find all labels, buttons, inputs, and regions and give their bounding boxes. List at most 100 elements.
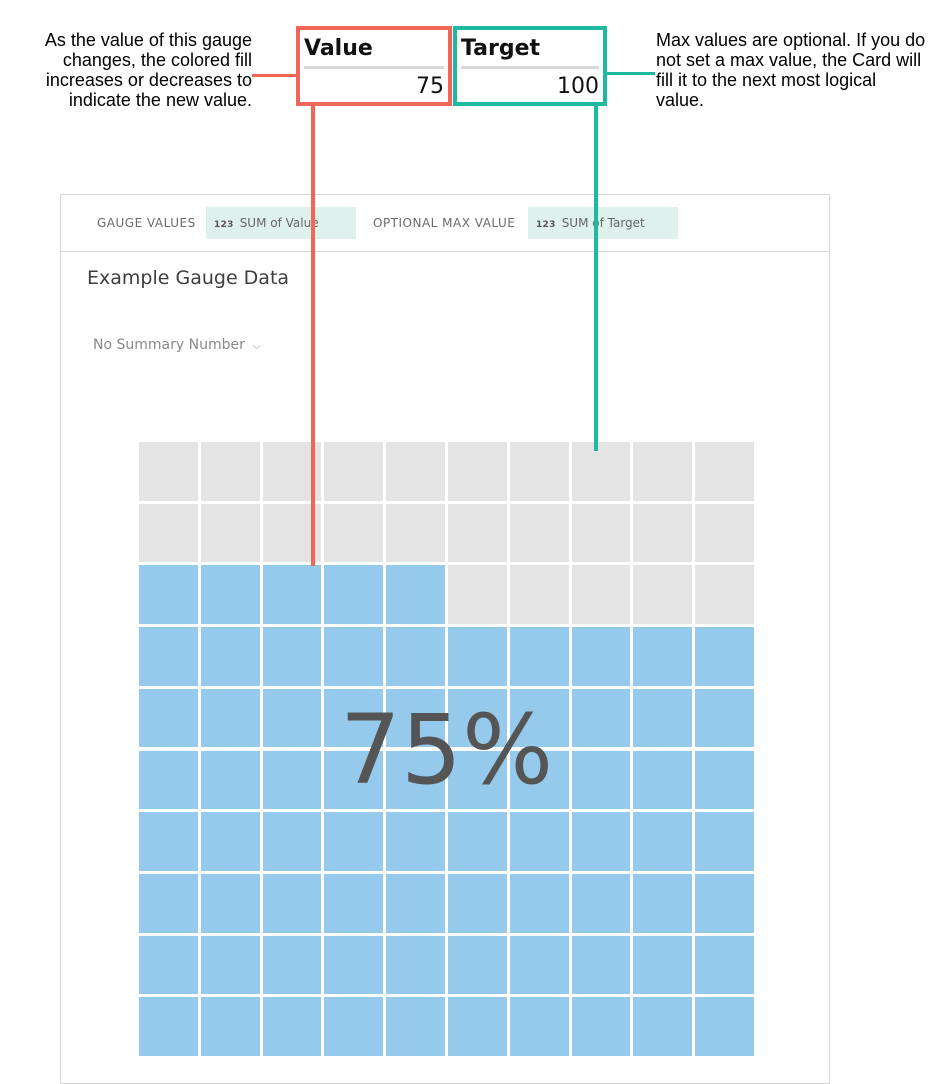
gauge-cell [509,503,569,563]
gauge-cell [509,565,569,625]
summary-number-dropdown[interactable]: No Summary Number ⌵ [93,337,260,353]
gauge-cell [571,627,631,686]
gauge-cell [386,565,445,625]
gauge-cell [139,627,198,686]
gauge-cell [324,565,384,625]
target-field-header: Target [461,36,541,61]
gauge-cell [633,503,693,563]
max-annotation-note: Max values are optional. If you do not s… [656,30,926,110]
gauge-values-pill[interactable]: 123 SUM of Value [206,207,356,239]
max-value-pill[interactable]: 123 SUM of Target [528,207,678,239]
gauge-cell [448,503,507,563]
gauge-cell [571,442,631,501]
gauge-cell [509,935,569,995]
gauge-cell [633,750,693,810]
gauge-cell [386,503,445,563]
gauge-cell [509,688,569,748]
value-field-value: 75 [416,74,444,99]
gauge-cell [695,812,754,871]
gauge-cell [324,442,384,501]
numeric-type-icon: 123 [536,220,556,230]
gauge-cell [695,997,754,1056]
max-value-pill-text: SUM of Target [561,216,645,230]
gauge-cell [633,627,693,686]
gauge-cell [262,688,322,748]
gauge-cell [139,688,198,748]
gauge-cell [324,997,384,1056]
gauge-cell [262,750,322,810]
gauge-cell [200,565,260,625]
gauge-cell [695,750,754,810]
value-connector-vertical [311,106,315,566]
gauge-cell [633,565,693,625]
gauge-cell [139,997,198,1056]
gauge-cell [139,812,198,871]
gauge-cell [448,935,507,995]
target-field-value: 100 [557,74,599,99]
gauge-cell [386,688,445,748]
gauge-cell [571,565,631,625]
gauge-cell [200,442,260,501]
gauge-cell [262,997,322,1056]
gauge-cell [695,442,754,501]
gauge-cell [509,873,569,933]
gauge-cell [200,503,260,563]
gauge-cell [571,503,631,563]
gauge-cell [139,565,198,625]
gauge-cell [448,442,507,501]
value-field-header: Value [304,36,373,61]
gauge-cell [509,627,569,686]
card-field-bar: GAUGE VALUES 123 SUM of Value OPTIONAL MA… [61,195,829,252]
gauge-cell [139,873,198,933]
gauge-cell [386,873,445,933]
target-connector-vertical [594,106,598,451]
gauge-cell [571,873,631,933]
gauge-cell [200,812,260,871]
gauge-cell [139,503,198,563]
gauge-cell [695,565,754,625]
gauge-cell [324,627,384,686]
value-connector-horizontal [252,74,296,77]
gauge-cell [262,935,322,995]
gauge-cell [200,750,260,810]
gauge-cell [324,750,384,810]
gauge-cell [386,627,445,686]
target-field-box: Target 100 [453,26,607,106]
gauge-cell [324,873,384,933]
gauge-cell [324,935,384,995]
chevron-down-icon: ⌵ [252,341,261,352]
gauge-cell [139,750,198,810]
gauge-cell [200,935,260,995]
gauge-cell [139,442,198,501]
gauge-cell [448,688,507,748]
gauge-cell [324,503,384,563]
target-field-divider [461,66,599,69]
gauge-cell [386,750,445,810]
gauge-cell [200,627,260,686]
gauge-cell [262,812,322,871]
gauge-cell [448,997,507,1056]
numeric-type-icon: 123 [214,220,234,230]
gauge-cell [509,750,569,810]
gauge-cell [324,688,384,748]
gauge-cell [633,997,693,1056]
card-title: Example Gauge Data [87,267,290,289]
gauge-cell [448,812,507,871]
gauge-values-label: GAUGE VALUES [97,216,196,230]
gauge-cell [262,565,322,625]
gauge-cell [448,750,507,810]
gauge-cell [324,812,384,871]
gauge-cell [386,997,445,1056]
gauge-cell [695,688,754,748]
gauge-values-pill-text: SUM of Value [239,216,319,230]
gauge-cell [200,997,260,1056]
gauge-cell [571,935,631,995]
gauge-cell [571,750,631,810]
optional-max-value-label: OPTIONAL MAX VALUE [373,216,516,230]
gauge-cell [448,565,507,625]
summary-number-label: No Summary Number [93,337,245,353]
gauge-cell [448,873,507,933]
gauge-cell [386,935,445,995]
gauge-cell [509,997,569,1056]
gauge-cell [633,688,693,748]
